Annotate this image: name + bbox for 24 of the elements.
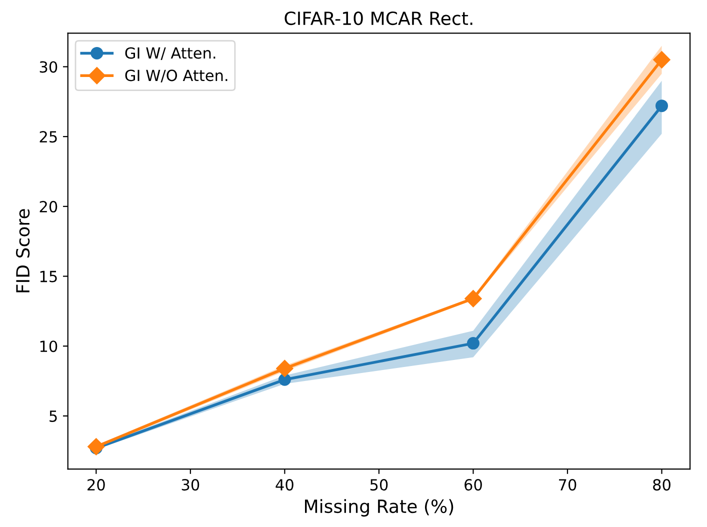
- point: [653, 51, 670, 68]
- point: [656, 100, 668, 112]
- x-tick-label: 50: [370, 479, 388, 491]
- legend-label: GI W/O Atten.: [125, 70, 228, 82]
- x-tick-label: 40: [276, 479, 294, 491]
- y-tick-label: 15: [40, 270, 57, 282]
- point: [466, 337, 480, 350]
- point: [464, 290, 482, 308]
- y-tick-label: 10: [40, 340, 58, 352]
- x-tick-label: 30: [182, 479, 200, 491]
- x-tick-label: 60: [464, 479, 482, 491]
- point: [88, 438, 105, 456]
- y-tick-label: 5: [50, 410, 57, 422]
- x-tick-label: 70: [559, 479, 576, 491]
- legend-label: GI W/ Atten.: [125, 47, 216, 60]
- x-tick-label: 20: [88, 479, 105, 491]
- y-tick-label: 25: [40, 131, 57, 143]
- y-tick-label: 30: [40, 61, 58, 73]
- point: [276, 360, 294, 378]
- x-tick-label: 80: [653, 479, 670, 491]
- x-axis-title: Missing Rate (%): [305, 499, 454, 517]
- y-axis-title: FID Score: [16, 209, 30, 292]
- chart-title: CIFAR-10 MCAR Rect.: [284, 11, 472, 26]
- y-tick-label: 20: [40, 200, 58, 212]
